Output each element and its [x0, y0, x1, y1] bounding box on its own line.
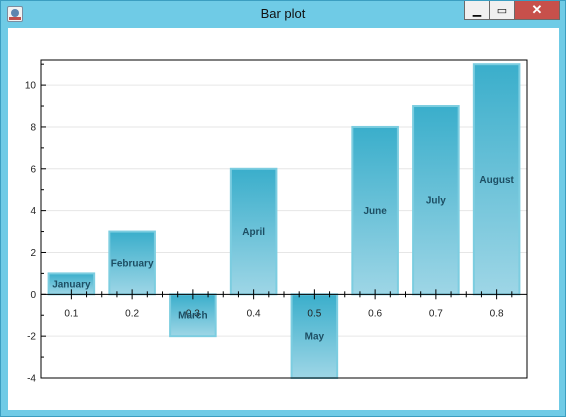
window-title: Bar plot	[260, 6, 306, 21]
y-tick-label: 4	[30, 206, 36, 217]
x-tick-label: 0.6	[368, 308, 382, 319]
bar	[229, 167, 278, 296]
java-app-icon[interactable]	[7, 6, 23, 22]
bar-label: August	[479, 175, 514, 186]
minimize-button[interactable]: ▁	[464, 1, 490, 20]
bar-label: July	[426, 196, 446, 207]
bar-label: April	[242, 227, 265, 238]
plot-frame	[40, 59, 528, 379]
chart-panel: -4 -2 0 2 4 6 8 10 0.1 0.2 0.3 0.4 0.5 0.6 0.7 0.8 Janua…	[8, 28, 559, 410]
bar-chart: -4 -2 0 2 4 6 8 10 0.1 0.2 0.3 0.4 0.5 0.6 0.7 0.8 Janua…	[25, 59, 528, 385]
y-tick-label: -4	[27, 374, 36, 385]
window-controls: ▁ ▭ ✕	[464, 1, 560, 21]
x-tick-label: 0.1	[64, 308, 78, 319]
bar	[412, 105, 460, 296]
x-tick-label: 0.4	[247, 308, 261, 319]
bar-label: February	[111, 258, 154, 269]
y-tick-label: 8	[30, 122, 36, 133]
bar	[108, 230, 156, 296]
y-tick-label: 6	[30, 164, 36, 175]
x-tick-label: 0.7	[429, 308, 443, 319]
x-tick-label: 0.3	[186, 308, 200, 319]
y-tick-label: 0	[30, 290, 36, 301]
bars	[47, 63, 521, 380]
title-bar[interactable]: Bar plot ▁ ▭ ✕	[1, 1, 565, 27]
bar-label: May	[305, 332, 325, 343]
bar-label: March	[178, 311, 207, 322]
x-tick-label: 0.8	[490, 308, 504, 319]
close-button[interactable]: ✕	[514, 1, 560, 20]
maximize-button[interactable]: ▭	[489, 1, 515, 20]
axes	[40, 59, 528, 379]
bar-label: January	[52, 279, 91, 290]
x-tick-label: 0.5	[307, 308, 321, 319]
bar-label: June	[363, 206, 387, 217]
labels: -4 -2 0 2 4 6 8 10 0.1 0.2 0.3 0.4 0.5 0.6 0.7 0.8 Janua…	[25, 81, 515, 385]
y-tick-label: -2	[27, 332, 36, 343]
y-tick-label: 10	[25, 81, 37, 92]
x-tick-label: 0.2	[125, 308, 139, 319]
y-tick-label: 2	[30, 248, 36, 259]
